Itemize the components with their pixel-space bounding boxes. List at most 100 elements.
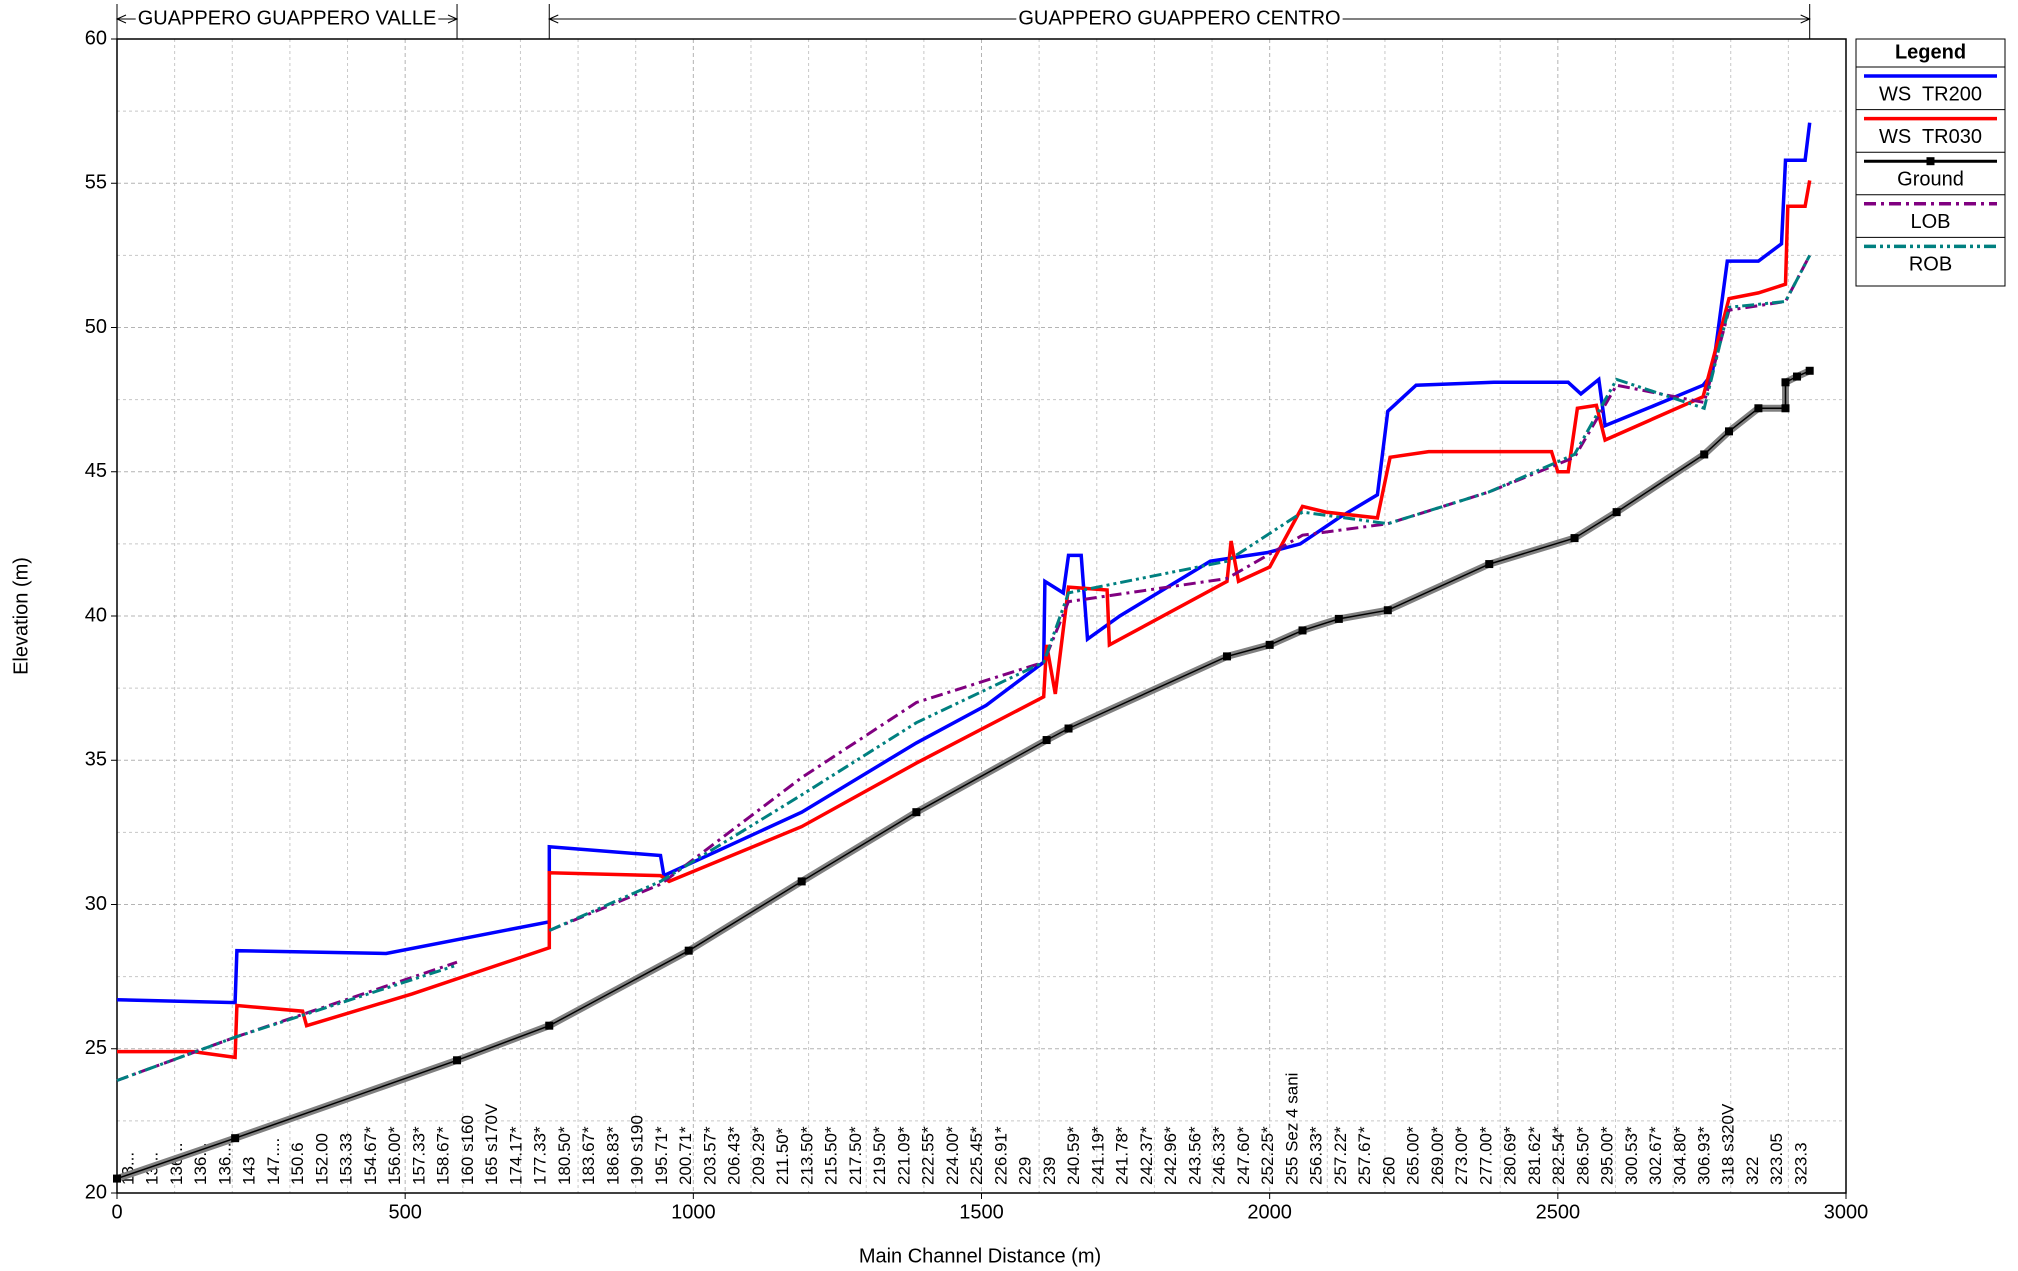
section-label: 239 — [1040, 1157, 1059, 1185]
arrow — [548, 14, 559, 24]
section-label: 304.80* — [1670, 1126, 1689, 1185]
section-label: 323.05 — [1767, 1133, 1786, 1185]
section-label: 160 s160 — [458, 1115, 477, 1185]
section-label: 150.6 — [288, 1142, 307, 1185]
section-label: 281.62* — [1525, 1126, 1544, 1185]
arrow — [1800, 14, 1811, 24]
ground-marker — [231, 1134, 240, 1143]
section-label: 180.50* — [555, 1126, 574, 1185]
section-label: 260 — [1379, 1157, 1398, 1185]
section-label: 295.00* — [1598, 1126, 1617, 1185]
ground-band — [115, 367, 1812, 1182]
section-label: 186.83* — [603, 1126, 622, 1185]
section-label: 195.71* — [652, 1126, 671, 1185]
legend-label: ROB — [1909, 254, 1952, 276]
section-label: 277.00* — [1476, 1126, 1495, 1185]
ground-marker — [1725, 427, 1734, 436]
section-label: 154.67* — [361, 1126, 380, 1185]
ground-marker — [453, 1056, 462, 1065]
ground-marker — [1265, 640, 1274, 649]
section-label: 136... — [215, 1142, 234, 1185]
x-tick-label: 500 — [388, 1201, 421, 1223]
section-label: 252.25* — [1258, 1126, 1277, 1185]
ground-marker — [1042, 736, 1051, 745]
y-tick-label: 40 — [85, 604, 107, 626]
section-label: 240.59* — [1064, 1126, 1083, 1185]
ground-marker — [912, 808, 921, 817]
section-label: 242.96* — [1161, 1126, 1180, 1185]
legend-marker — [1926, 157, 1935, 166]
ground-marker — [1700, 450, 1709, 459]
section-label: 282.54* — [1549, 1126, 1568, 1185]
ground-marker — [1612, 508, 1621, 517]
ground-marker — [1781, 404, 1790, 413]
ground-marker — [1064, 724, 1073, 733]
section-label: 241.78* — [1113, 1126, 1132, 1185]
section-label: 257.67* — [1355, 1126, 1374, 1185]
y-tick-label: 55 — [85, 172, 107, 194]
ground-marker — [684, 946, 693, 955]
ground-marker — [1781, 378, 1790, 387]
series-line — [116, 122, 1812, 1005]
section-label: 241.19* — [1088, 1126, 1107, 1185]
y-tick-label: 20 — [85, 1181, 107, 1203]
legend: Legend WS TR200 WS TR030 Ground LOB ROB — [1855, 38, 2006, 287]
ground-marker — [1383, 606, 1392, 615]
ground-marker — [113, 1174, 121, 1183]
section-label: 174.17* — [506, 1126, 525, 1185]
ground-marker — [1570, 534, 1579, 543]
section-label: 226.91* — [991, 1126, 1010, 1185]
section-label: 273.00* — [1452, 1126, 1471, 1185]
ground-line — [116, 370, 1811, 1180]
x-axis-label: Main Channel Distance (m) — [859, 1245, 1101, 1267]
section-label: 206.43* — [725, 1126, 744, 1185]
legend-label: LOB — [1910, 211, 1950, 233]
y-tick-label: 45 — [85, 460, 107, 482]
section-label: 165 s170V — [482, 1103, 501, 1185]
legend-label: Ground — [1897, 168, 1964, 190]
x-tick-label: 2500 — [1536, 1201, 1581, 1223]
section-label: 322 — [1743, 1157, 1762, 1185]
ground-marker — [1793, 372, 1802, 381]
section-label: 222.55* — [919, 1126, 938, 1185]
section-label: 177.33* — [531, 1126, 550, 1185]
section-label: 280.69* — [1501, 1126, 1520, 1185]
ground-marker — [545, 1021, 554, 1030]
section-label: 265.00* — [1404, 1126, 1423, 1185]
section-label: 255 Sez 4 sani — [1282, 1073, 1301, 1185]
section-label: 247.60* — [1234, 1126, 1253, 1185]
section-label: 225.45* — [967, 1126, 986, 1185]
ground-marker — [1805, 366, 1814, 375]
section-label: 200.71* — [676, 1126, 695, 1185]
y-tick-label: 35 — [85, 749, 107, 771]
section-label: 209.29* — [749, 1126, 768, 1185]
section-label: 156.00* — [385, 1126, 404, 1185]
ground-marker — [1223, 652, 1232, 661]
section-label: 219.50* — [870, 1126, 889, 1185]
section-label: 323.3 — [1791, 1142, 1810, 1185]
y-axis-label: Elevation (m) — [10, 557, 32, 675]
series-line — [116, 254, 1812, 1082]
series-line — [117, 180, 1812, 1060]
reach-label: GUAPPERO GUAPPERO VALLE — [138, 7, 437, 29]
y-tick-label: 25 — [85, 1037, 107, 1059]
section-label: 300.53* — [1622, 1126, 1641, 1185]
legend-label: WS TR200 — [1879, 83, 1982, 105]
y-tick-label: 60 — [85, 27, 107, 49]
ground-marker — [1754, 404, 1763, 413]
section-label: 152.00 — [312, 1133, 331, 1185]
x-tick-label: 1000 — [671, 1201, 716, 1223]
arrow — [115, 14, 127, 24]
section-label: 215.50* — [822, 1126, 841, 1185]
x-tick-label: 2000 — [1247, 1201, 1292, 1223]
section-label: 318 s320V — [1719, 1103, 1738, 1185]
reach-label-bg — [135, 7, 439, 30]
legend-title: Legend — [1895, 41, 1966, 63]
section-label: 153.33 — [337, 1133, 356, 1185]
section-label: 211.50* — [773, 1127, 792, 1185]
reach-label: GUAPPERO GUAPPERO CENTRO — [1018, 7, 1340, 29]
section-label: 306.93* — [1694, 1126, 1713, 1185]
ground-marker — [797, 877, 806, 886]
section-label: 221.09* — [894, 1126, 913, 1185]
plot-frame — [116, 38, 1847, 1194]
